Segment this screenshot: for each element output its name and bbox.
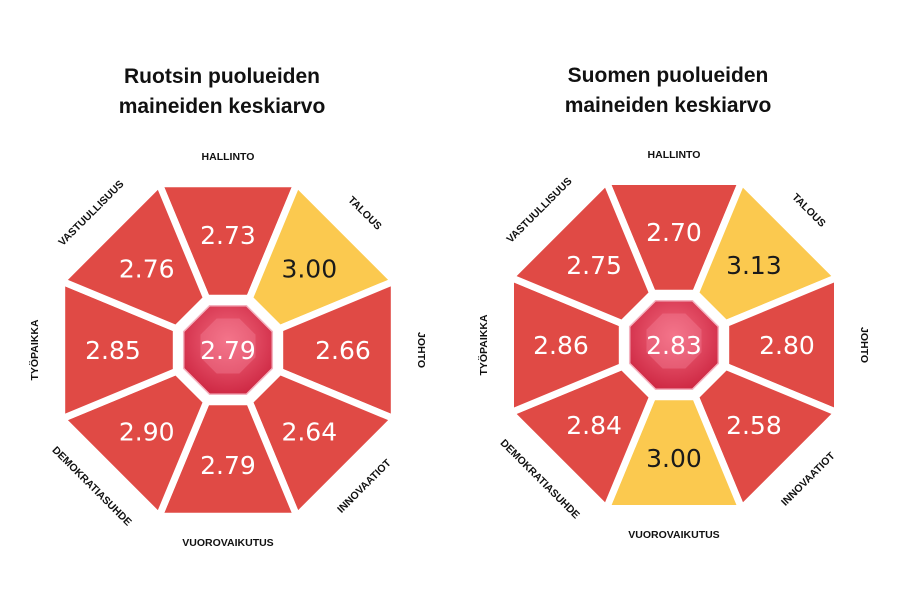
label-hallinto: HALLINTO: [648, 149, 701, 161]
value-vuorovaikutus: 3.00: [646, 444, 702, 473]
label-tyopaikka: TYÖPAIKKA: [28, 319, 41, 380]
value-tyopaikka: 2.85: [85, 336, 141, 365]
value-innovaatiot: 2.58: [726, 411, 782, 440]
label-johto: JOHTO: [858, 327, 870, 363]
label-talous: TALOUS: [345, 194, 383, 232]
chart-title-line: maineiden keskiarvo: [565, 94, 772, 117]
value-johto: 2.80: [759, 331, 815, 360]
label-hallinto: HALLINTO: [202, 151, 255, 163]
label-talous: TALOUS: [789, 191, 827, 229]
center-value: 2.83: [646, 331, 702, 360]
value-innovaatiot: 2.64: [281, 417, 337, 446]
center-octagon-facet: [646, 313, 702, 369]
chart-title-line: Suomen puolueiden: [568, 64, 769, 87]
chart-sweden: Ruotsin puolueiden maineiden keskiarvo 2.7…: [28, 65, 427, 549]
value-johto: 2.66: [315, 336, 371, 365]
segment-vastuullisuus: [55, 177, 211, 333]
label-johto: JOHTO: [415, 332, 427, 368]
value-vastuullisuus: 2.76: [119, 255, 175, 284]
center-octagon: [182, 304, 274, 396]
value-talous: 3.13: [726, 251, 782, 280]
chart-title-line: Ruotsin puolueiden: [124, 65, 320, 88]
label-vuorovaikutus: VUOROVAIKUTUS: [628, 529, 719, 541]
value-demokratiasuhde: 2.90: [119, 417, 175, 446]
chart-title-line: maineiden keskiarvo: [119, 95, 326, 118]
value-tyopaikka: 2.86: [533, 331, 589, 360]
value-vastuullisuus: 2.75: [566, 251, 622, 280]
chart-finland: Suomen puolueiden maineiden keskiarvo 2.70…: [477, 64, 870, 541]
value-talous: 3.00: [281, 255, 337, 284]
value-hallinto: 2.73: [200, 221, 256, 250]
label-vuorovaikutus: VUOROVAIKUTUS: [182, 537, 273, 549]
center-value: 2.79: [200, 336, 256, 365]
label-tyopaikka: TYÖPAIKKA: [477, 314, 490, 375]
segment-vastuullisuus: [504, 175, 657, 328]
center-octagon: [628, 299, 720, 391]
value-hallinto: 2.70: [646, 218, 702, 247]
value-demokratiasuhde: 2.84: [566, 411, 622, 440]
center-octagon-facet: [200, 318, 256, 374]
value-vuorovaikutus: 2.79: [200, 451, 256, 480]
